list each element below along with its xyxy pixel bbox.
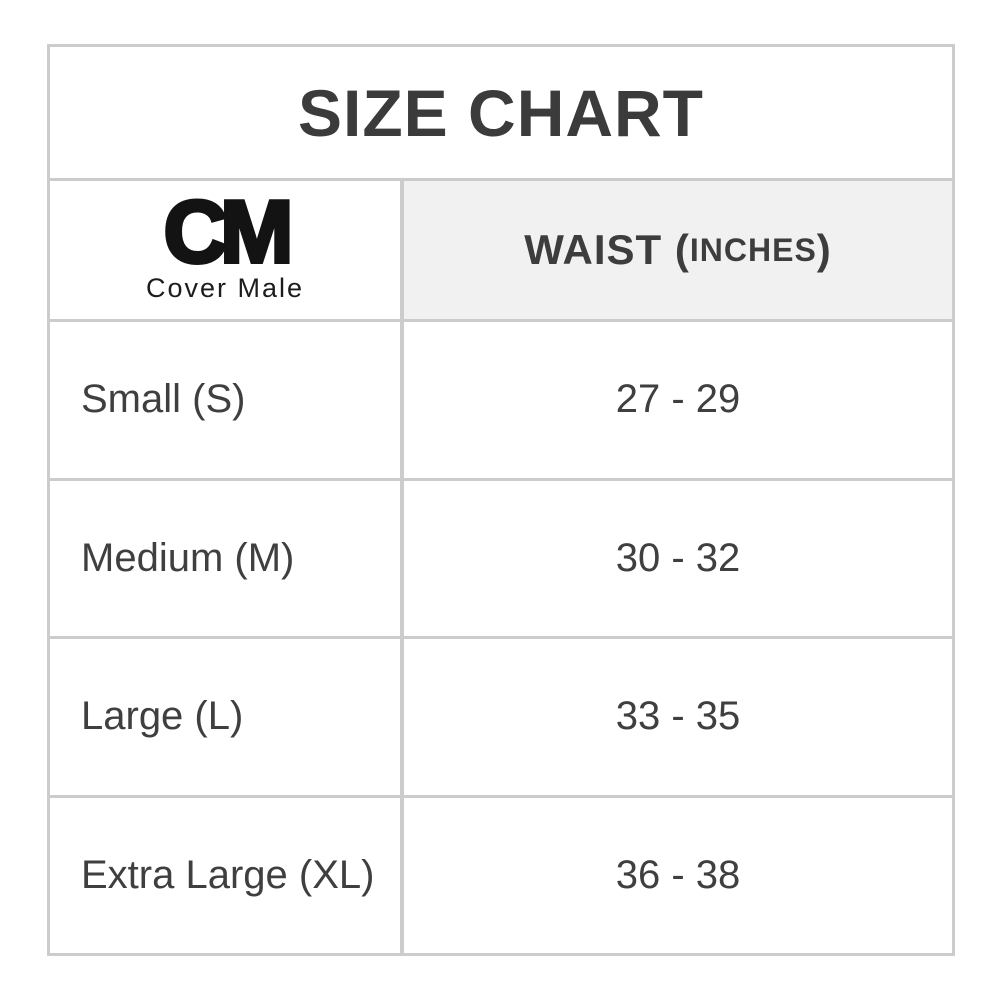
- brand-logo-name: Cover Male: [145, 272, 305, 303]
- brand-logo-initials: CM: [162, 182, 296, 282]
- waist-column-header: WAIST (INCHES): [400, 181, 952, 319]
- size-label: Extra Large (XL): [81, 852, 375, 897]
- brand-logo: CM Cover Male: [50, 181, 400, 319]
- waist-cell: 36 - 38: [400, 797, 952, 953]
- waist-header-label: WAIST (: [524, 226, 690, 273]
- waist-value: 27 - 29: [615, 377, 741, 422]
- waist-cell: 30 - 32: [400, 480, 952, 636]
- size-label: Large (L): [81, 694, 244, 739]
- size-cell: Extra Large (XL): [50, 798, 400, 954]
- size-label: Small (S): [81, 377, 246, 422]
- size-chart-table: SIZE CHART CM Cover Male WAIST (INCHES) …: [47, 44, 955, 956]
- size-cell: Medium (M): [50, 481, 400, 637]
- waist-value: 33 - 35: [615, 694, 741, 739]
- waist-value: 36 - 38: [615, 852, 741, 897]
- waist-cell: 33 - 35: [400, 639, 952, 795]
- size-label: Medium (M): [81, 535, 295, 580]
- header-row: CM Cover Male WAIST (INCHES): [50, 178, 952, 319]
- size-cell: Small (S): [50, 322, 400, 478]
- page-title: SIZE CHART: [298, 75, 704, 150]
- table-row-small: Small (S) 27 - 29: [50, 319, 952, 478]
- waist-value: 30 - 32: [615, 535, 741, 580]
- size-cell: Large (L): [50, 639, 400, 795]
- table-row-extra-large: Extra Large (XL) 36 - 38: [50, 794, 952, 954]
- waist-header-unit: INCHES: [689, 231, 817, 268]
- table-row-large: Large (L) 33 - 35: [50, 636, 952, 795]
- title-row: SIZE CHART: [50, 47, 952, 178]
- waist-header-close: ): [816, 226, 832, 273]
- waist-cell: 27 - 29: [400, 322, 952, 478]
- table-row-medium: Medium (M) 30 - 32: [50, 477, 952, 637]
